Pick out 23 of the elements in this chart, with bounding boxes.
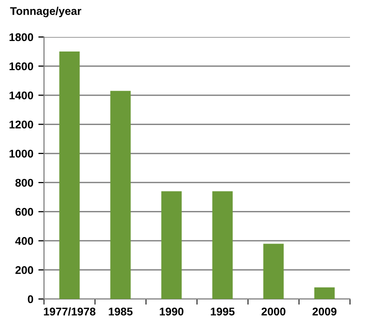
bar — [161, 191, 182, 299]
bar — [59, 52, 80, 299]
y-tick-label: 400 — [15, 237, 34, 245]
bar — [110, 90, 131, 299]
y-tick-label: 0 — [28, 295, 34, 304]
x-tick-label: 1995 — [210, 308, 235, 316]
x-tick-label: 2009 — [312, 308, 336, 316]
y-tick-label: 200 — [15, 266, 34, 274]
bar — [263, 244, 284, 299]
y-tick-label: 600 — [15, 208, 34, 216]
y-axis-title: Tonnage/year — [10, 6, 82, 18]
x-tick-label: 1977/1978 — [44, 307, 96, 316]
y-tick-label: 800 — [15, 178, 34, 187]
x-tick-label: 1990 — [160, 308, 184, 316]
x-tick-label: 1985 — [108, 308, 133, 316]
y-tick-label: 1200 — [10, 120, 34, 128]
y-tick-label: 1600 — [10, 62, 34, 70]
bar — [314, 287, 335, 299]
y-tick-label: 1800 — [10, 33, 34, 42]
bar — [212, 191, 233, 299]
x-tick-label: 2000 — [262, 308, 286, 316]
y-tick-label: 1000 — [10, 150, 34, 158]
y-tick-label: 1400 — [10, 91, 34, 100]
